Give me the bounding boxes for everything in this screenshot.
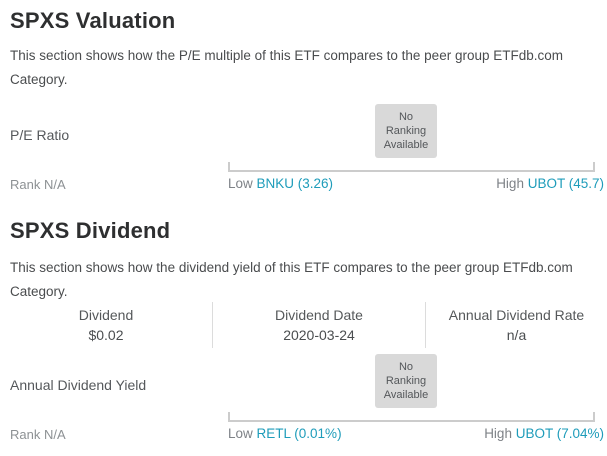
- no-ranking-badge-line: No: [398, 361, 414, 373]
- annual-dividend-yield-metric-row: Annual Dividend Yield No Ranking Availab…: [0, 354, 607, 446]
- no-ranking-badge-line: Available: [383, 139, 429, 151]
- high-ticker-link[interactable]: UBOT (7.04%): [515, 426, 604, 441]
- low-ticker-link[interactable]: BNKU (3.26): [256, 176, 334, 191]
- no-ranking-badge-line: Ranking: [385, 375, 427, 387]
- low-ticker-link[interactable]: RETL (0.01%): [256, 426, 342, 441]
- stat-value: n/a: [506, 327, 527, 343]
- dividend-date-stat: Dividend Date 2020-03-24: [212, 302, 425, 348]
- ranking-range-track: [228, 412, 595, 422]
- no-ranking-badge-line: No: [398, 111, 414, 123]
- pe-ratio-metric-row: P/E Ratio No Ranking Available Rank N/A …: [0, 104, 607, 196]
- high-ticker-link[interactable]: UBOT (45.7): [527, 176, 604, 191]
- stat-value: 2020-03-24: [283, 327, 355, 343]
- valuation-section-description: This section shows how the P/E multiple …: [10, 48, 563, 87]
- no-ranking-badge: No Ranking Available: [375, 354, 437, 408]
- stat-label: Annual Dividend Rate: [448, 307, 585, 323]
- ranking-range-track: [228, 162, 595, 172]
- rank-status: Rank N/A: [10, 177, 66, 192]
- dividend-section-description: This section shows how the dividend yiel…: [10, 260, 573, 299]
- high-label: High: [484, 426, 512, 441]
- low-label: Low: [228, 176, 253, 191]
- pe-ratio-label: P/E Ratio: [10, 127, 70, 143]
- no-ranking-badge: No Ranking Available: [375, 104, 437, 158]
- range-high: High UBOT (7.04%): [484, 426, 604, 441]
- stat-label: Dividend Date: [275, 307, 363, 323]
- range-low: Low RETL (0.01%): [228, 426, 342, 441]
- high-label: High: [496, 176, 524, 191]
- range-low: Low BNKU (3.26): [228, 176, 333, 191]
- valuation-section-title: SPXS Valuation: [10, 8, 176, 33]
- low-label: Low: [228, 426, 253, 441]
- annual-dividend-rate-stat: Annual Dividend Rate n/a: [425, 302, 607, 348]
- dividend-section-title: SPXS Dividend: [10, 218, 171, 243]
- annual-dividend-yield-label: Annual Dividend Yield: [10, 377, 147, 393]
- dividend-stat: Dividend $0.02: [0, 302, 212, 348]
- no-ranking-badge-line: Available: [383, 389, 429, 401]
- stat-label: Dividend: [78, 307, 134, 323]
- dividend-stats-row: Dividend $0.02 Dividend Date 2020-03-24 …: [0, 302, 607, 348]
- no-ranking-badge-line: Ranking: [385, 125, 427, 137]
- stat-value: $0.02: [88, 327, 124, 343]
- rank-status: Rank N/A: [10, 427, 66, 442]
- range-high: High UBOT (45.7): [496, 176, 604, 191]
